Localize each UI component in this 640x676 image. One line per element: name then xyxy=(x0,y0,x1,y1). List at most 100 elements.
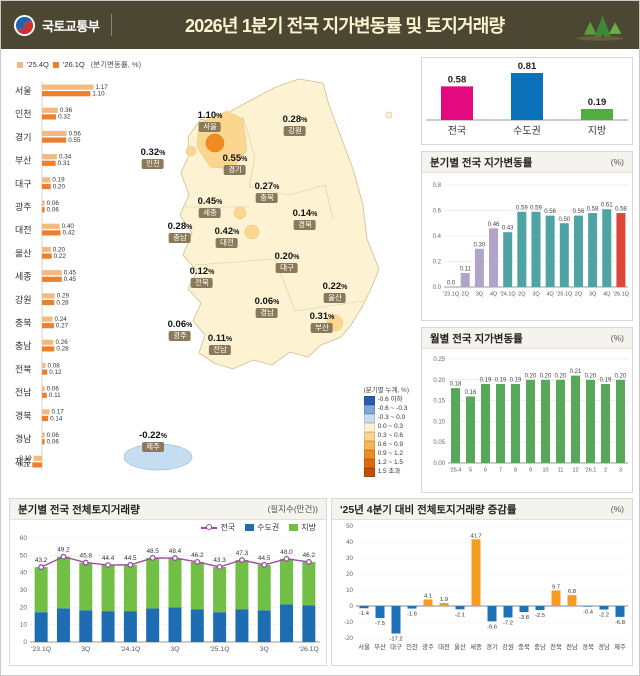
map-legend-row: -0.6 이하 xyxy=(363,396,409,405)
change-title: '25년 4분기 대비 전체토지거래량 증감률 xyxy=(340,503,517,516)
svg-text:4Q: 4Q xyxy=(490,292,498,298)
svg-text:0.06: 0.06 xyxy=(47,386,60,393)
svg-text:대전: 대전 xyxy=(438,642,450,651)
svg-text:세종: 세종 xyxy=(470,642,482,651)
svg-text:경남: 경남 xyxy=(598,642,610,651)
svg-text:0.11: 0.11 xyxy=(460,266,472,272)
svg-text:44.4: 44.4 xyxy=(102,555,115,562)
seoul-region xyxy=(205,133,225,153)
svg-text:0.58: 0.58 xyxy=(587,207,599,213)
svg-text:0.36: 0.36 xyxy=(60,107,73,114)
svg-text:3Q: 3Q xyxy=(260,646,269,653)
svg-text:충남: 충남 xyxy=(534,642,546,651)
svg-text:3: 3 xyxy=(619,468,622,474)
quarterly-panel-header: 분기별 전국 지가변동률 (%) xyxy=(422,152,632,173)
svg-text:수도권: 수도권 xyxy=(513,125,541,137)
svg-text:20: 20 xyxy=(346,571,353,578)
svg-text:0.59: 0.59 xyxy=(516,205,528,211)
svg-text:2: 2 xyxy=(604,468,607,474)
svg-text:광주: 광주 xyxy=(15,201,32,212)
svg-text:0.19: 0.19 xyxy=(495,377,507,383)
svg-text:3Q: 3Q xyxy=(589,292,597,298)
svg-text:10: 10 xyxy=(542,468,548,474)
svg-text:부산: 부산 xyxy=(15,156,32,166)
map-legend: (분기별 누계, %) -0.6 이하 -0.6 ~ -0.3 -0.3 ~ 0.0… xyxy=(363,384,409,477)
quarterly-panel: 분기별 전국 지가변동률 (%) 0.0 0.2 0.4 0.6 0.8 0.0'23.1… xyxy=(421,151,633,321)
svg-text:44.5: 44.5 xyxy=(124,555,137,562)
svg-text:0.17: 0.17 xyxy=(51,409,64,416)
monthly-title: 월별 전국 지가변동률 xyxy=(430,332,523,345)
svg-text:'24.1Q: '24.1Q xyxy=(500,292,517,298)
svg-text:0.06: 0.06 xyxy=(47,439,60,446)
svg-text:0.4: 0.4 xyxy=(433,234,442,240)
svg-text:대구: 대구 xyxy=(390,643,402,651)
svg-text:0.58: 0.58 xyxy=(615,207,627,213)
quarterly-unit: (%) xyxy=(610,157,624,167)
svg-text:4Q: 4Q xyxy=(603,292,611,298)
daejeon-region xyxy=(244,224,260,240)
quarterly-title: 분기별 전국 지가변동률 xyxy=(430,156,533,169)
svg-text:0.56: 0.56 xyxy=(69,130,82,137)
svg-text:부산: 부산 xyxy=(374,642,386,651)
svg-text:20: 20 xyxy=(20,604,28,611)
svg-text:0.15: 0.15 xyxy=(433,399,445,405)
svg-text:48.4: 48.4 xyxy=(169,548,182,555)
map-legend-row: 1.2 ~ 1.5 xyxy=(363,459,409,468)
busan-region xyxy=(326,314,344,332)
svg-text:0: 0 xyxy=(350,603,354,610)
change-panel-header: '25년 4분기 대비 전체토지거래량 증감률 (%) xyxy=(332,499,632,520)
svg-text:'26.1: '26.1 xyxy=(585,468,597,474)
svg-text:충북: 충북 xyxy=(518,642,530,651)
svg-text:40: 40 xyxy=(346,539,353,546)
svg-text:0: 0 xyxy=(23,639,27,646)
svg-text:'25.1Q: '25.1Q xyxy=(210,646,230,653)
svg-text:-6.8: -6.8 xyxy=(615,620,625,626)
legend-region-label: 지방 xyxy=(301,523,316,532)
svg-text:48.5: 48.5 xyxy=(146,548,159,555)
svg-text:49.2: 49.2 xyxy=(57,547,70,554)
svg-text:0.27: 0.27 xyxy=(56,323,69,330)
map-legend-row: 1.5 초과 xyxy=(363,468,409,477)
svg-text:0.20: 0.20 xyxy=(615,373,627,379)
svg-text:0.20: 0.20 xyxy=(53,183,66,190)
svg-text:0.32: 0.32 xyxy=(58,114,71,121)
svg-text:-2.1: -2.1 xyxy=(455,612,465,618)
svg-text:3Q: 3Q xyxy=(532,292,540,298)
svg-text:0.43: 0.43 xyxy=(502,226,514,232)
svg-text:0.61: 0.61 xyxy=(601,203,613,209)
svg-text:0.8: 0.8 xyxy=(433,183,442,189)
q4-legend-label: '25.4Q xyxy=(27,60,49,69)
svg-text:-1.6: -1.6 xyxy=(407,612,417,618)
svg-text:0.59: 0.59 xyxy=(530,205,542,211)
svg-text:0.46: 0.46 xyxy=(488,222,500,228)
svg-text:전남: 전남 xyxy=(566,642,578,651)
map-section: '25.4Q '26.1Q (분기변동률, %) 서울 1.17 1.10 인천 0.3… xyxy=(9,55,415,493)
svg-text:0.20: 0.20 xyxy=(53,246,66,253)
monthly-bar-chart: 0.00 0.05 0.10 0.15 0.20 0.25 0.18 '25.4 0.16 5 0.… xyxy=(422,349,632,495)
svg-text:0.42: 0.42 xyxy=(62,230,75,237)
svg-text:0.34: 0.34 xyxy=(59,154,72,161)
svg-text:9.7: 9.7 xyxy=(552,584,560,590)
svg-text:0.21: 0.21 xyxy=(570,369,582,375)
map-legend-title: (분기별 누계, %) xyxy=(363,387,409,394)
svg-text:0.19: 0.19 xyxy=(52,177,65,184)
quarterly-bar-chart: 0.0 0.2 0.4 0.6 0.8 0.0'23.1Q 0.11 2Q 0.30 3Q 0.46… xyxy=(422,173,632,321)
svg-text:50: 50 xyxy=(20,552,28,559)
svg-text:-1.4: -1.4 xyxy=(359,611,370,617)
svg-text:5: 5 xyxy=(469,468,472,474)
svg-text:'23.1Q: '23.1Q xyxy=(443,292,460,298)
svg-text:지방: 지방 xyxy=(588,125,606,137)
svg-text:43.2: 43.2 xyxy=(35,557,48,564)
svg-text:1.17: 1.17 xyxy=(95,84,108,91)
capital-legend-swatch xyxy=(245,524,255,531)
region-bar-chart: 서울 1.17 1.10 인천 0.36 0.32 경기 0.56 0.55 부산 0.34 0.31… xyxy=(15,79,119,474)
svg-text:전북: 전북 xyxy=(15,364,32,374)
svg-text:0.20: 0.20 xyxy=(540,373,552,379)
line-legend-icon xyxy=(201,524,218,531)
svg-text:10: 10 xyxy=(20,622,28,629)
transactions-chart: 0 10 20 30 40 50 60 43.2 '23.1Q 49.2 45.8 3Q 44.4 44.… xyxy=(10,520,326,666)
header: 국토교통부 2026년 1분기 전국 지가변동률 및 토지거래량 xyxy=(1,1,639,49)
map-legend-row: 0.9 ~ 1.2 xyxy=(363,450,409,459)
svg-text:0.00: 0.00 xyxy=(433,461,445,467)
